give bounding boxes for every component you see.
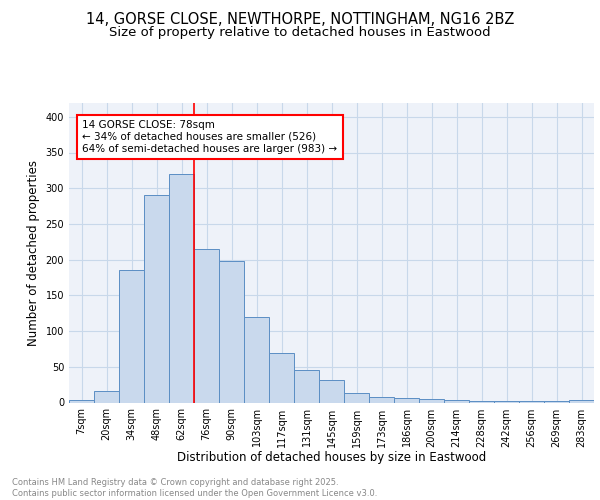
Bar (369, 397, 394, 402)
Bar (569, 400, 594, 402)
Bar (519, 401, 544, 402)
Bar (94, 391, 119, 402)
Bar (419, 399, 444, 402)
Bar (244, 317, 269, 402)
Bar (494, 401, 519, 402)
Y-axis label: Number of detached properties: Number of detached properties (27, 160, 40, 346)
Bar (119, 270, 144, 402)
Text: Size of property relative to detached houses in Eastwood: Size of property relative to detached ho… (109, 26, 491, 39)
Bar (269, 352, 294, 403)
Bar (69, 400, 94, 402)
Bar (144, 196, 169, 402)
Bar (194, 249, 219, 402)
Bar (394, 398, 419, 402)
Bar (344, 393, 369, 402)
Text: Contains HM Land Registry data © Crown copyright and database right 2025.
Contai: Contains HM Land Registry data © Crown c… (12, 478, 377, 498)
X-axis label: Distribution of detached houses by size in Eastwood: Distribution of detached houses by size … (177, 451, 486, 464)
Bar (294, 370, 319, 402)
Bar (544, 401, 569, 402)
Text: 14 GORSE CLOSE: 78sqm
← 34% of detached houses are smaller (526)
64% of semi-det: 14 GORSE CLOSE: 78sqm ← 34% of detached … (82, 120, 337, 154)
Bar (469, 401, 494, 402)
Bar (319, 380, 344, 402)
Bar (219, 261, 244, 402)
Bar (444, 400, 469, 402)
Bar (169, 174, 194, 402)
Text: 14, GORSE CLOSE, NEWTHORPE, NOTTINGHAM, NG16 2BZ: 14, GORSE CLOSE, NEWTHORPE, NOTTINGHAM, … (86, 12, 514, 28)
